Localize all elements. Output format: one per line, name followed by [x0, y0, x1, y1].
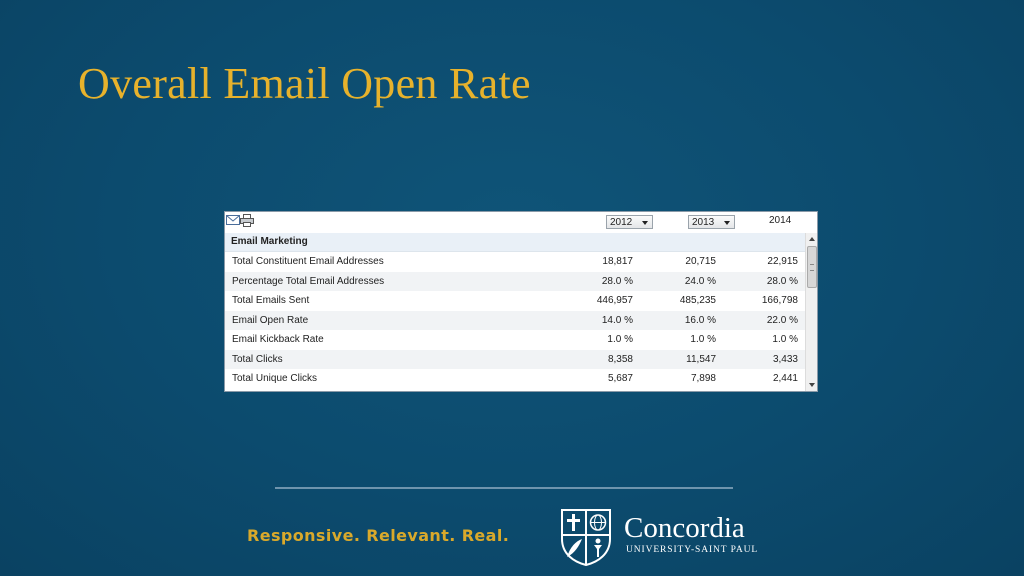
value-2014: 22,915 — [767, 256, 798, 267]
tagline: Responsive. Relevant. Real. — [247, 526, 510, 545]
table-row: Email Kickback Rate 1.0 % 1.0 % 1.0 % — [225, 330, 805, 350]
year-label-2014: 2014 — [769, 215, 792, 226]
email-icon[interactable] — [226, 214, 240, 227]
grip-icon — [810, 264, 814, 271]
value-2014: 166,798 — [761, 295, 798, 306]
row-label: Email Kickback Rate — [232, 334, 324, 345]
year-select-value: 2012 — [610, 217, 633, 228]
value-2013: 1.0 % — [690, 334, 716, 345]
value-2013: 24.0 % — [684, 275, 716, 287]
row-label: Total Unique Clicks — [232, 373, 318, 384]
value-2014: 22.0 % — [766, 314, 798, 326]
value-2013: 485,235 — [679, 295, 716, 306]
value-2012: 14.0 % — [601, 314, 633, 326]
slide-title: Overall Email Open Rate — [78, 59, 531, 108]
value-2012: 8,358 — [607, 353, 633, 365]
scroll-down-icon[interactable] — [809, 383, 815, 387]
year-select-2013[interactable]: 2013 — [688, 215, 735, 229]
table-row: Email Open Rate 14.0 % 16.0 % 22.0 % — [225, 310, 805, 330]
panel-toolbar: 2012 2013 2014 — [225, 212, 817, 233]
email-marketing-panel: 2012 2013 2014 Email Marketing Total Con… — [224, 211, 818, 392]
table-row: Total Constituent Email Addresses 18,817… — [225, 252, 805, 272]
scroll-up-icon[interactable] — [809, 237, 815, 241]
value-2012: 446,957 — [596, 295, 633, 306]
logo-subtitle: UNIVERSITY-SAINT PAUL — [626, 545, 759, 555]
value-2014: 3,433 — [772, 353, 798, 365]
chevron-down-icon — [724, 221, 730, 225]
table-row: Percentage Total Email Addresses 28.0 % … — [225, 271, 805, 291]
year-select-value: 2013 — [692, 217, 715, 228]
chevron-down-icon — [642, 221, 648, 225]
table-row: Total Emails Sent 446,957 485,235 166,79… — [225, 291, 805, 311]
value-2014: 28.0 % — [766, 275, 798, 287]
logo-name: Concordia — [624, 512, 745, 544]
table-row: Total Clicks 8,358 11,547 3,433 — [225, 349, 805, 369]
row-label: Total Emails Sent — [232, 295, 310, 306]
vertical-scrollbar[interactable] — [805, 233, 817, 391]
value-2012: 5,687 — [607, 373, 633, 384]
value-2013: 7,898 — [690, 373, 716, 384]
scroll-thumb[interactable] — [807, 246, 817, 288]
value-2012: 1.0 % — [607, 334, 633, 345]
print-icon[interactable] — [240, 214, 254, 227]
value-2014: 2,441 — [772, 373, 798, 384]
footer-divider — [275, 487, 733, 489]
row-label: Total Clicks — [232, 353, 283, 365]
row-label: Percentage Total Email Addresses — [232, 275, 385, 287]
section-header: Email Marketing — [225, 233, 805, 252]
value-2013: 11,547 — [686, 353, 716, 365]
value-2014: 1.0 % — [772, 334, 798, 345]
row-label: Email Open Rate — [232, 314, 309, 326]
value-2012: 18,817 — [602, 256, 633, 267]
row-label: Total Constituent Email Addresses — [232, 256, 384, 267]
value-2013: 20,715 — [685, 256, 716, 267]
table-row: Total Unique Clicks 5,687 7,898 2,441 — [225, 369, 805, 389]
value-2012: 28.0 % — [601, 275, 633, 287]
data-table: Email Marketing Total Constituent Email … — [225, 233, 805, 390]
concordia-logo-icon — [561, 509, 611, 567]
year-select-2012[interactable]: 2012 — [606, 215, 653, 229]
value-2013: 16.0 % — [684, 314, 716, 326]
